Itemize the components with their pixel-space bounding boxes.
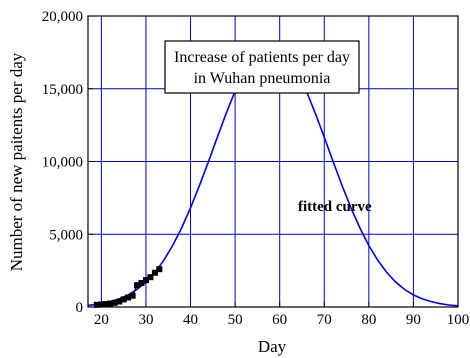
y-tick-label-10000: 10,000 [42,155,83,171]
y-tick-label-15000: 15,000 [42,82,83,98]
observed-data-point-14 [156,266,163,273]
observed-data-point-6 [120,296,127,303]
observed-data-point-11 [143,277,149,284]
annotation-box: Increase of patients per day in Wuhan pn… [164,40,360,94]
observed-data-point-3 [107,300,114,307]
observed-data-point-5 [116,298,123,305]
x-tick-label-40: 40 [183,312,198,328]
observed-data-point-10 [138,280,145,286]
axis-ticks: 20 30 40 50 60 70 80 90 100 0 5,000 10,000 15,000 20,… [42,9,470,328]
x-tick-label-100: 100 [447,312,470,328]
chart-title-line-1: Increase of patients per day [174,49,350,66]
y-tick-label-20000: 20,000 [42,9,83,25]
observed-data-point-7 [125,294,132,301]
observed-data-point-8 [129,292,136,299]
x-axis-label: Day [258,337,287,356]
observed-data-point-0 [93,301,100,308]
y-axis-label: Number of new paitents per day [7,52,26,271]
annotation-box-frame [164,40,360,94]
x-tick-label-70: 70 [317,312,332,328]
observed-data-point-12 [147,274,154,281]
x-tick-label-50: 50 [228,312,243,328]
observed-data-point-2 [102,301,109,308]
x-tick-label-20: 20 [94,312,109,328]
chart-title-line-2: in Wuhan pneumonia [194,70,331,87]
observed-data-point-4 [111,299,118,306]
x-tick-label-80: 80 [361,312,376,328]
observed-data-point-9 [134,282,140,289]
x-tick-label-90: 90 [406,312,421,328]
x-tick-label-60: 60 [272,312,287,328]
y-tick-label-5000: 5,000 [49,227,83,243]
x-tick-label-30: 30 [138,312,153,328]
fitted-curve-annotation: fitted curve [298,199,372,215]
y-tick-label-0: 0 [76,300,84,316]
observed-data-point-13 [151,269,158,276]
